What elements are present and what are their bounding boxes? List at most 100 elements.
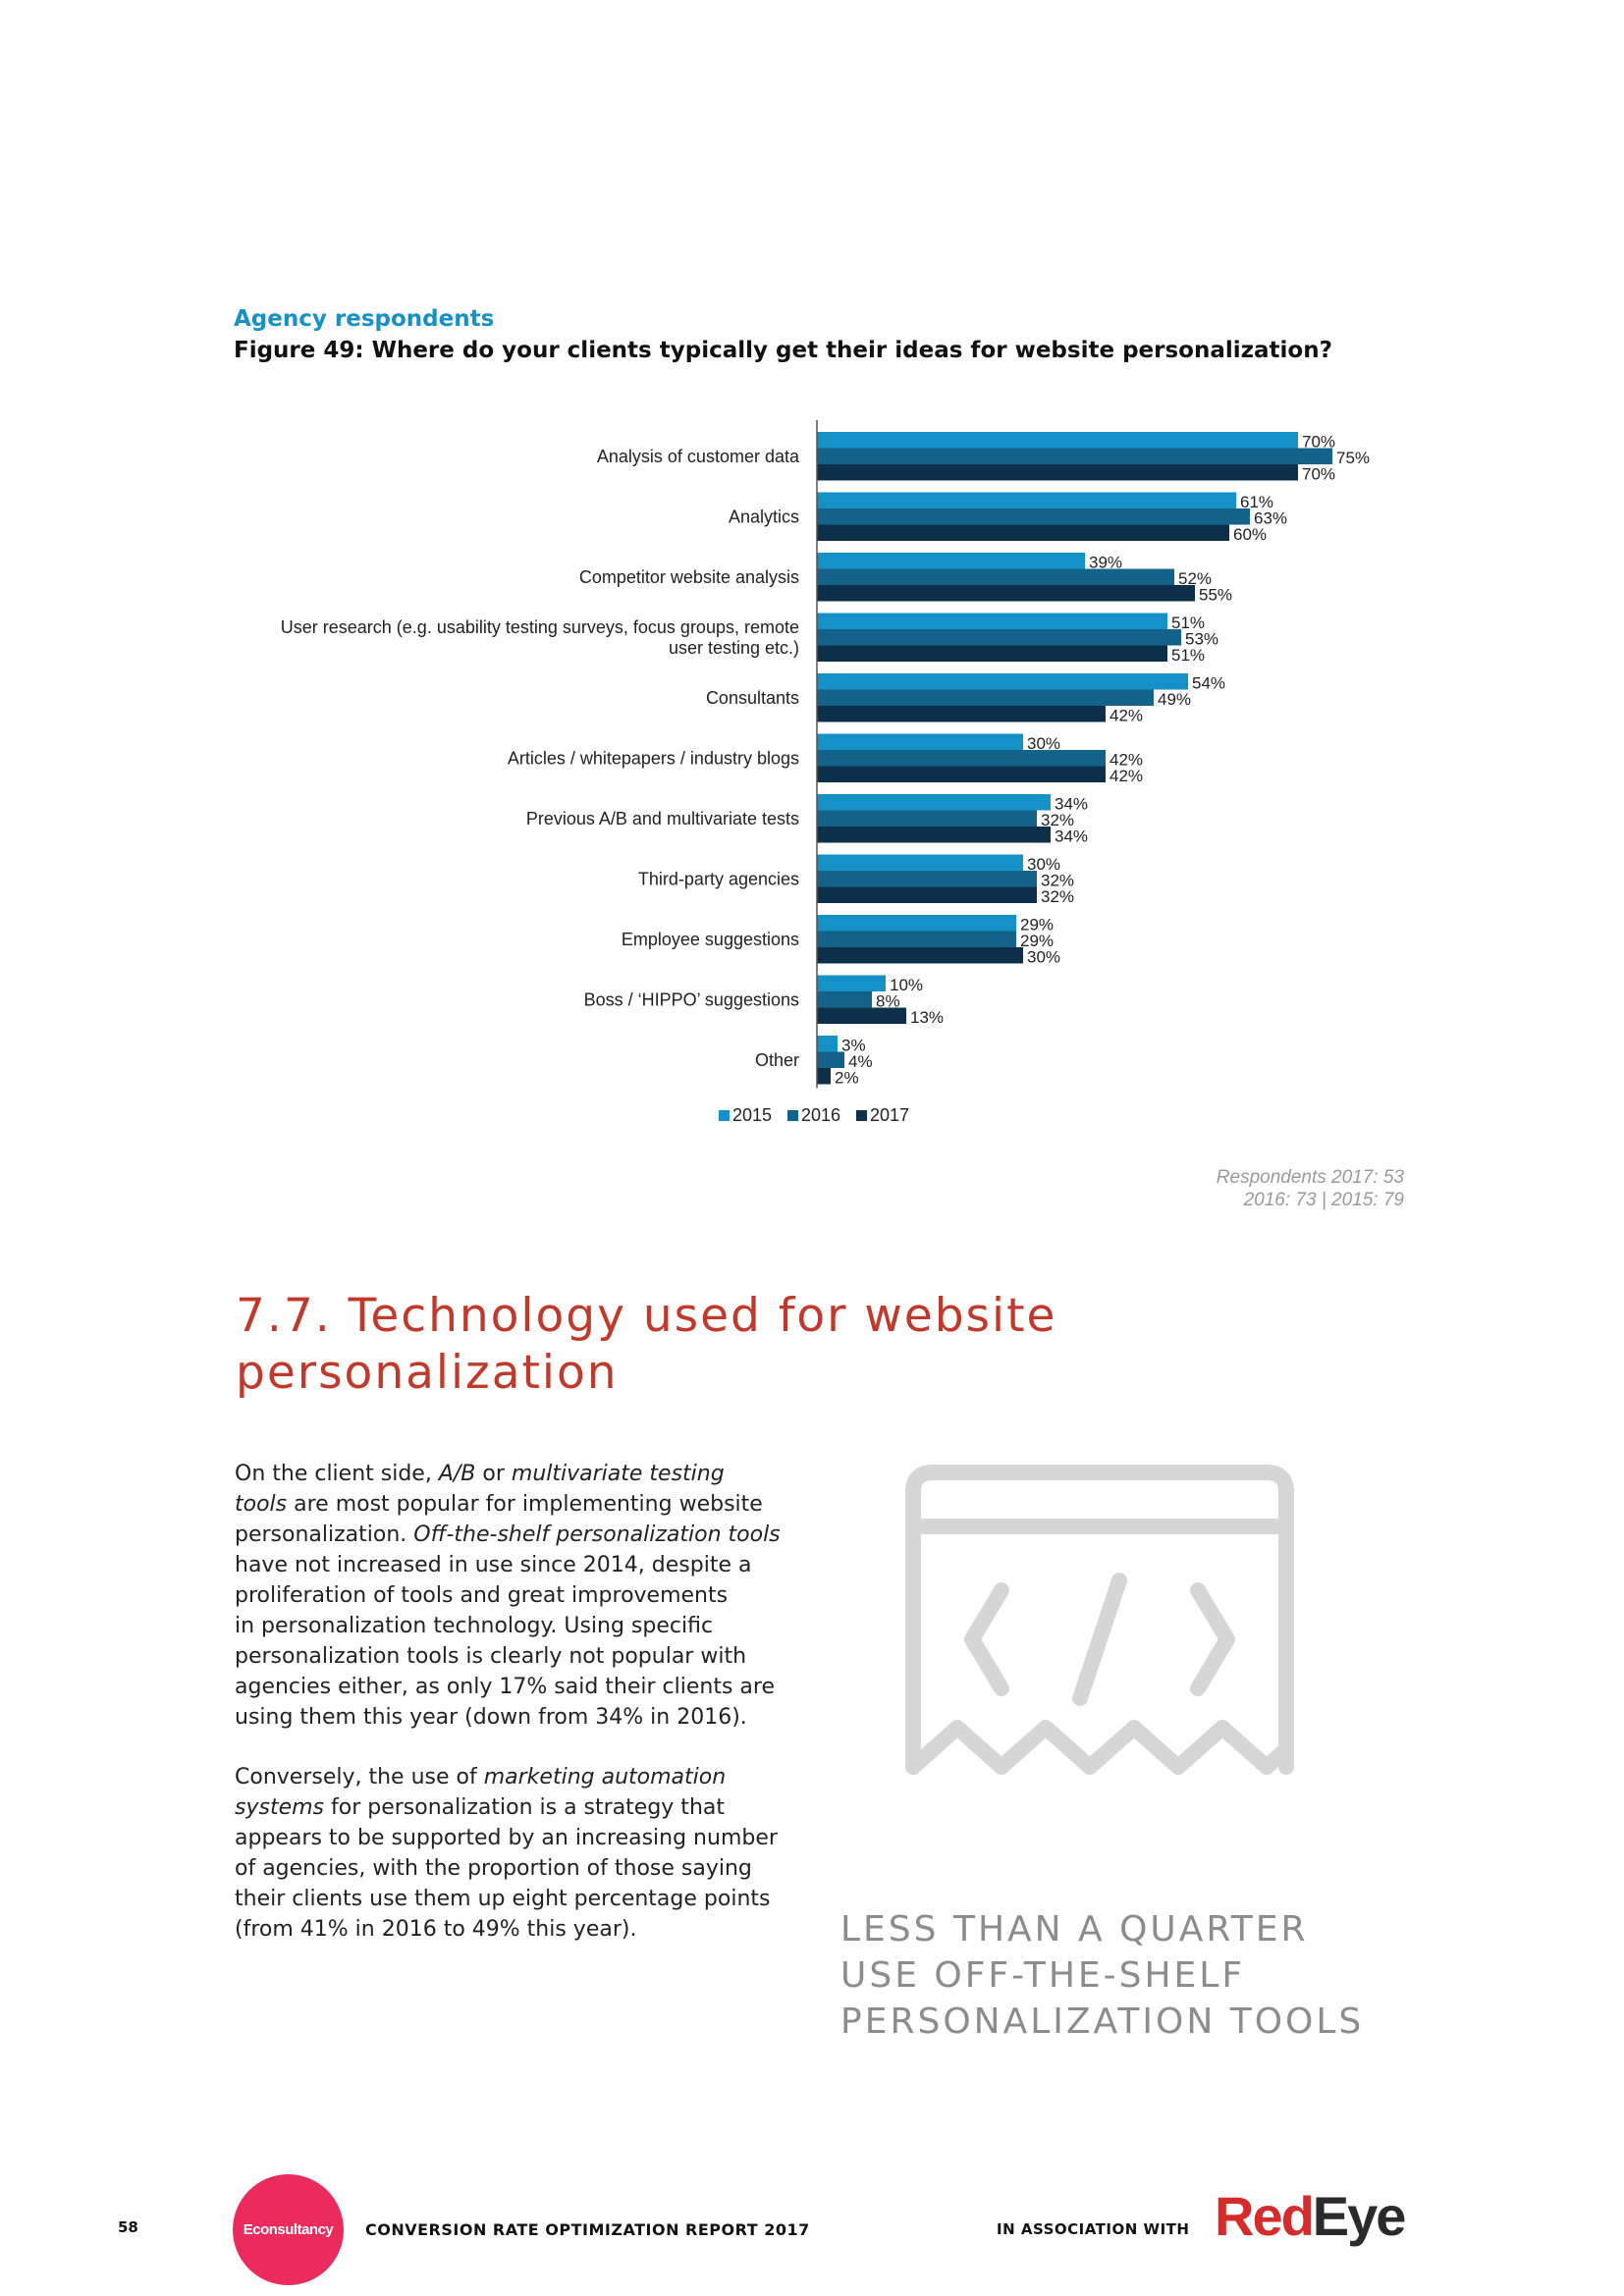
category-label: Analytics — [729, 507, 799, 526]
data-label: 70% — [1302, 433, 1335, 452]
body-paragraph-2: Conversely, the use of marketing automat… — [235, 1762, 804, 1945]
bar-2015 — [817, 553, 1085, 569]
data-label: 75% — [1336, 449, 1370, 467]
bar-2015 — [817, 733, 1023, 750]
category-label: Consultants — [706, 688, 799, 708]
legend-swatch-2017 — [856, 1110, 867, 1121]
body-line: of agencies, with the proportion of thos… — [235, 1856, 752, 1881]
redeye-logo-dark: Eye — [1312, 2185, 1407, 2247]
body-line: (from 41% in 2016 to 49% this year). — [235, 1917, 637, 1942]
body-line: tools are most popular for implementing … — [235, 1492, 763, 1517]
data-label: 52% — [1178, 569, 1212, 588]
data-label: 53% — [1185, 630, 1218, 649]
bar-2017 — [817, 524, 1229, 541]
data-label: 32% — [1041, 811, 1074, 829]
bar-2016 — [817, 629, 1181, 646]
redeye-logo: RedEye — [1215, 2185, 1407, 2247]
section-heading-line-2: personalization — [236, 1346, 619, 1400]
data-label: 54% — [1192, 674, 1225, 693]
code-window-icon — [905, 1465, 1294, 1775]
data-label: 30% — [1027, 734, 1060, 753]
body-line: their clients use them up eight percenta… — [235, 1887, 771, 1911]
body-line: agencies either, as only 17% said their … — [235, 1675, 775, 1699]
bar-2015 — [817, 613, 1167, 629]
data-label: 32% — [1041, 872, 1074, 890]
body-text: On the client side, A/B or multivariate … — [235, 1459, 804, 1974]
bar-2016 — [817, 871, 1037, 887]
body-line: Conversely, the use of marketing automat… — [235, 1765, 727, 1789]
data-label: 39% — [1089, 554, 1122, 572]
bar-2016 — [817, 931, 1016, 947]
legend-swatch-2016 — [787, 1110, 798, 1121]
body-line: personalization tools is clearly not pop… — [235, 1644, 747, 1669]
bar-2016 — [817, 810, 1037, 827]
bar-2017 — [817, 947, 1023, 964]
bar-2017 — [817, 464, 1298, 481]
data-label: 55% — [1199, 586, 1232, 605]
econsultancy-logo-text: Econsultancy — [243, 2221, 334, 2238]
report-title: CONVERSION RATE OPTIMIZATION REPORT 2017 — [365, 2220, 810, 2239]
bar-2016 — [817, 448, 1332, 464]
pull-quote-line-1: LESS THAN A QUARTER — [840, 1909, 1309, 1949]
bar-2015 — [817, 915, 1016, 932]
category-label: Third-party agencies — [638, 869, 799, 888]
body-line: have not increased in use since 2014, de… — [235, 1553, 752, 1577]
category-label: Analysis of customer data — [597, 447, 800, 466]
category-label: Other — [755, 1050, 799, 1070]
data-label: 2% — [835, 1069, 859, 1088]
bar-2016 — [817, 568, 1174, 585]
bar-2015 — [817, 432, 1298, 449]
bar-2017 — [817, 1007, 906, 1024]
body-line: proliferation of tools and great improve… — [235, 1583, 729, 1608]
bar-2015 — [817, 854, 1023, 871]
data-label: 29% — [1020, 916, 1054, 934]
bar-2016 — [817, 991, 872, 1008]
association-label: IN ASSOCIATION WITH — [997, 2220, 1190, 2238]
data-label: 34% — [1055, 828, 1088, 846]
bar-2017 — [817, 827, 1051, 843]
bar-2016 — [817, 1051, 844, 1068]
bar-2017 — [817, 1068, 831, 1085]
data-label: 4% — [848, 1052, 873, 1071]
bar-2017 — [817, 645, 1167, 662]
legend-label: 2017 — [870, 1105, 909, 1125]
category-label: user testing etc.) — [669, 638, 799, 658]
bar-2015 — [817, 673, 1188, 690]
bar-2017 — [817, 766, 1106, 782]
body-line: systems for personalization is a strateg… — [235, 1795, 725, 1820]
bar-2016 — [817, 750, 1106, 767]
data-label: 42% — [1110, 751, 1143, 770]
data-label: 30% — [1027, 855, 1060, 874]
section-heading: 7.7. Technology used for website persona… — [236, 1288, 1100, 1402]
body-line: On the client side, A/B or multivariate … — [235, 1462, 725, 1486]
category-label: Previous A/B and multivariate tests — [526, 809, 799, 828]
data-label: 34% — [1055, 795, 1088, 814]
data-label: 51% — [1171, 614, 1205, 632]
redeye-logo-red: Red — [1215, 2185, 1315, 2247]
bar-2015 — [817, 1036, 838, 1052]
body-line: personalization. Off-the-shelf personali… — [235, 1522, 781, 1547]
body-line: appears to be supported by an increasing… — [235, 1826, 778, 1850]
bar-2017 — [817, 706, 1106, 722]
bar-2017 — [817, 886, 1037, 903]
respondents-line-1: Respondents 2017: 53 — [1216, 1167, 1404, 1188]
body-paragraph-1: On the client side, A/B or multivariate … — [235, 1459, 804, 1733]
data-label: 63% — [1254, 509, 1287, 528]
data-label: 51% — [1171, 646, 1205, 665]
legend-label: 2016 — [801, 1105, 840, 1125]
data-label: 30% — [1027, 948, 1060, 967]
bar-2016 — [817, 508, 1250, 525]
bar-chart: Analysis of customer data 70%75%70% Analyt… — [281, 420, 1370, 1125]
category-label: Articles / whitepapers / industry blogs — [508, 748, 799, 768]
bar-2015 — [817, 975, 886, 991]
body-line: in personalization technology. Using spe… — [235, 1614, 714, 1638]
pull-quote-line-3: PERSONALIZATION TOOLS — [840, 2002, 1365, 2042]
bar-2015 — [817, 492, 1236, 508]
bar-2017 — [817, 585, 1195, 602]
respondents-note: Respondents 2017: 53 2016: 73 | 2015: 79 — [1217, 1166, 1404, 1211]
data-label: 10% — [890, 976, 923, 994]
page-number: 58 — [118, 2218, 138, 2236]
category-label: Employee suggestions — [622, 930, 799, 949]
data-label: 42% — [1110, 767, 1143, 785]
data-label: 61% — [1240, 493, 1273, 511]
